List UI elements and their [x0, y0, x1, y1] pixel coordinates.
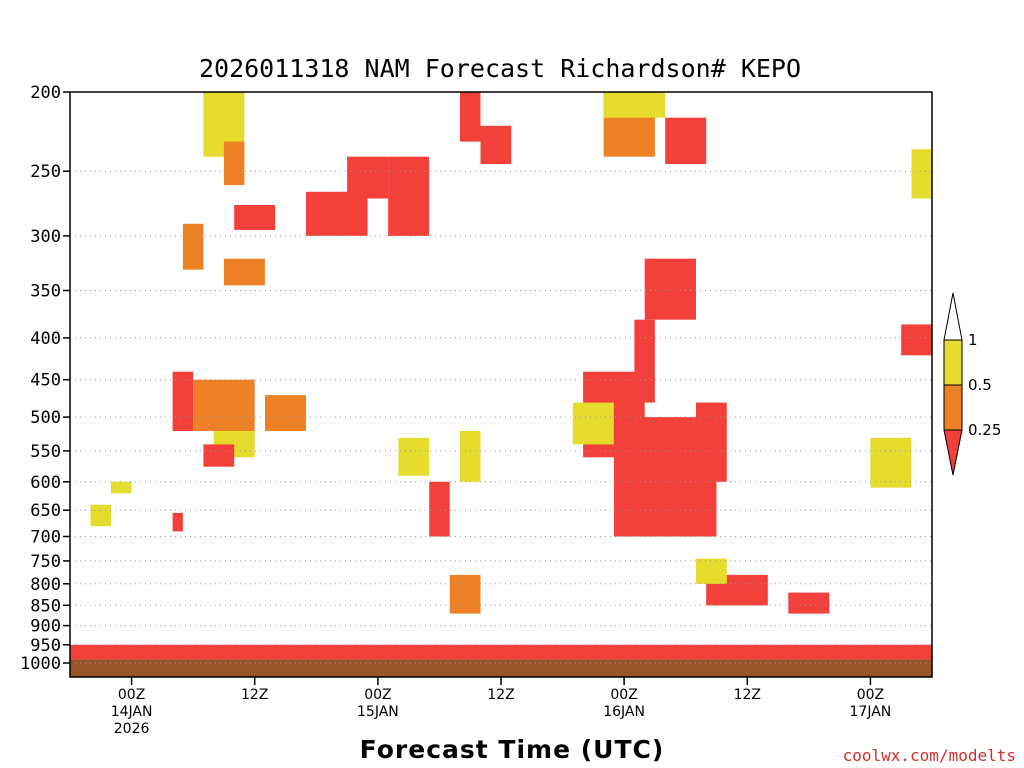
heatmap-cell-7 [306, 191, 368, 236]
heatmap-cell-29 [449, 574, 481, 614]
heatmap-cell-11 [480, 125, 512, 164]
x-tick-label-5-0: 12Z [734, 687, 761, 703]
heatmap-cell-38 [172, 512, 183, 532]
heatmap-cell-5 [223, 258, 265, 286]
heatmap-cell-24 [203, 444, 235, 467]
legend-label-1: 0.5 [968, 376, 992, 394]
heatmap-cell-15 [644, 258, 696, 320]
heatmap-cell-14 [665, 117, 707, 164]
heatmap-cell-1 [70, 644, 932, 660]
y-tick-label-600: 600 [30, 473, 61, 493]
heatmap-cell-3 [223, 141, 245, 186]
x-tick-label-3-0: 12Z [487, 687, 514, 703]
legend-swatch-0.5-1 [943, 339, 963, 386]
legend-arrow-bottom [943, 429, 963, 476]
heatmap-cell-33 [870, 437, 912, 488]
heatmap-cell-8 [347, 156, 389, 199]
y-tick-label-500: 500 [30, 408, 61, 428]
legend-label-0: 1 [968, 331, 978, 349]
heatmap-cell-21 [193, 379, 255, 431]
x-tick-label-4-1: 16JAN [603, 704, 645, 720]
y-tick-label-650: 650 [30, 501, 61, 521]
x-tick-label-2-1: 15JAN [357, 704, 399, 720]
y-tick-label-350: 350 [30, 282, 61, 302]
y-tick-label-550: 550 [30, 442, 61, 462]
legend-arrow-top [943, 292, 963, 341]
x-tick-label-2-0: 00Z [364, 687, 391, 703]
chart-title: 2026011318 NAM Forecast Richardson# KEPO [199, 54, 801, 83]
y-tick-label-800: 800 [30, 575, 61, 595]
heatmap-cells [70, 92, 932, 677]
heatmap-cell-9 [388, 156, 430, 236]
heatmap-cell-37 [111, 481, 132, 494]
heatmap-cell-10 [460, 92, 481, 142]
y-tick-label-700: 700 [30, 528, 61, 548]
y-tick-label-450: 450 [30, 371, 61, 391]
plot-area [70, 92, 932, 677]
credit-text: coolwx.com/modelts [843, 746, 1016, 765]
heatmap-cell-20 [572, 402, 614, 445]
x-tick-label-0-0: 00Z [118, 687, 145, 703]
heatmap-cell-34 [901, 324, 932, 356]
y-tick-label-250: 250 [30, 162, 61, 182]
heatmap-cell-26 [398, 437, 430, 476]
y-tick-label-300: 300 [30, 227, 61, 247]
heatmap-cell-35 [911, 149, 932, 199]
x-axis-label: Forecast Time (UTC) [360, 735, 665, 764]
y-tick-label-750: 750 [30, 552, 61, 572]
y-tick-label-1000: 1000 [20, 654, 61, 674]
heatmap-cell-27 [429, 481, 450, 537]
x-tick-label-1-0: 12Z [241, 687, 268, 703]
heatmap-cell-28 [460, 431, 481, 482]
heatmap-cell-6 [182, 223, 204, 270]
x-tick-label-6-0: 00Z [857, 687, 884, 703]
x-tick-label-4-0: 00Z [610, 687, 637, 703]
y-tick-label-400: 400 [30, 329, 61, 349]
heatmap-cell-19 [696, 402, 727, 482]
x-tick-label-0-2: 2026 [114, 721, 150, 737]
legend-swatch-0.25-0.5 [943, 384, 963, 431]
x-tick-label-0-1: 14JAN [111, 704, 153, 720]
heatmap-cell-32 [696, 558, 727, 584]
heatmap-cell-36 [90, 504, 111, 527]
y-tick-label-200: 200 [30, 83, 61, 103]
ground-band [70, 659, 932, 677]
y-tick-label-900: 900 [30, 617, 61, 637]
heatmap-cell-4 [234, 205, 276, 230]
heatmap-cell-13 [603, 92, 666, 118]
y-tick-label-950: 950 [30, 636, 61, 656]
heatmap-cell-25 [265, 395, 306, 431]
heatmap-cell-22 [172, 371, 194, 431]
legend: 1 0.5 0.25 [943, 292, 1001, 476]
legend-label-2: 0.25 [968, 421, 1001, 439]
y-tick-label-850: 850 [30, 596, 61, 616]
y-axis: 200 250 300 350 400 450 500 550 600 650 700 750 8008… [20, 83, 70, 674]
heatmap-cell-31 [788, 592, 830, 614]
x-tick-label-6-1: 17JAN [850, 704, 892, 720]
